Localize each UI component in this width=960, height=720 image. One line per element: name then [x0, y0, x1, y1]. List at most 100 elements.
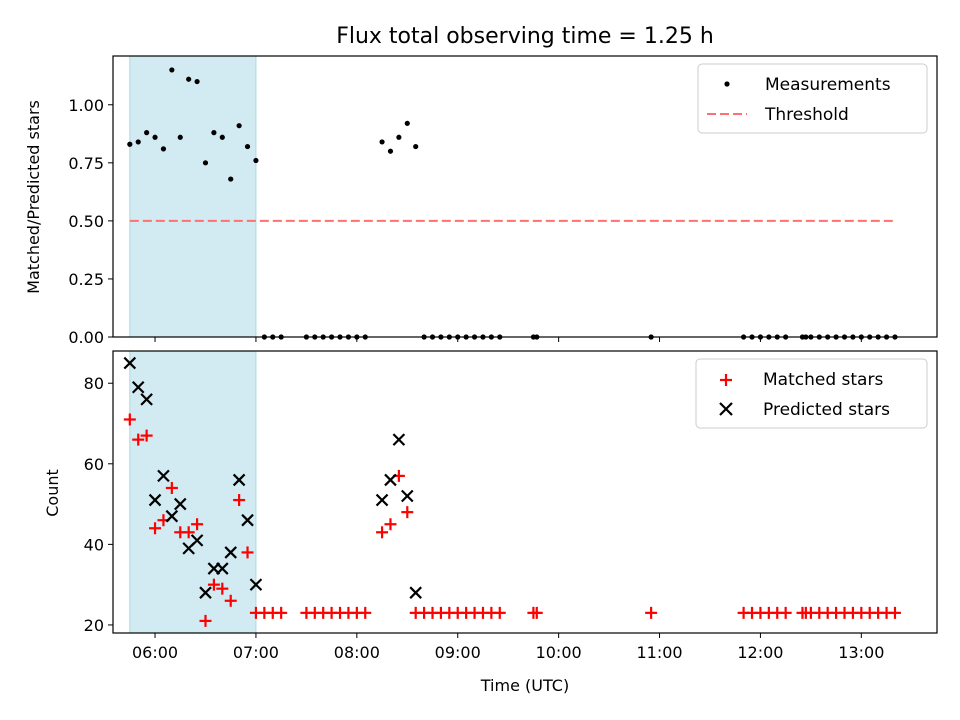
predicted-star-point — [384, 473, 397, 487]
bottom-legend: Matched stars Predicted stars — [695, 358, 928, 429]
x-axis-label: Time (UTC) — [480, 676, 569, 695]
x-tick-label: 12:00 — [737, 643, 783, 662]
predicted-star-point — [232, 473, 246, 487]
bottom-plot-frame — [112, 350, 938, 634]
y-tick-label: 0.00 — [68, 328, 104, 347]
x-tick-label: 10:00 — [536, 643, 582, 662]
y-tick-label: 0.50 — [68, 212, 104, 231]
matched-star-point — [182, 526, 195, 539]
bottom-shaded-span — [129, 350, 257, 634]
y-tick-label: 0.75 — [68, 154, 104, 173]
measurement-point — [387, 148, 394, 154]
matched-star-point — [216, 582, 229, 595]
matched-star-point — [233, 494, 246, 507]
measurement-point — [144, 130, 150, 136]
predicted-star-point — [249, 578, 263, 591]
x-tick-label: 09:00 — [435, 643, 481, 662]
matched-star-point — [241, 546, 254, 559]
top-shaded-span — [129, 55, 257, 338]
measurement-point — [236, 123, 242, 129]
predicted-star-point — [157, 469, 170, 483]
legend-label-predicted: Predicted stars — [763, 400, 890, 420]
matched-star-point — [275, 606, 288, 619]
matched-star-points — [123, 413, 901, 627]
legend-dot-icon — [724, 81, 730, 87]
measurement-point — [211, 130, 217, 136]
matched-star-point — [493, 606, 506, 619]
x-tick-label: 07:00 — [233, 643, 279, 662]
matched-star-point — [149, 522, 162, 535]
measurement-point — [219, 134, 225, 140]
measurement-point — [413, 143, 419, 150]
y-tick-label: 40 — [84, 535, 104, 554]
predicted-star-point — [199, 586, 212, 599]
predicted-star-point — [165, 509, 179, 523]
predicted-star-points — [123, 356, 422, 599]
predicted-star-point — [190, 534, 204, 547]
top-legend-frame — [697, 63, 928, 134]
top-y-axis-label: Matched/Predicted stars — [24, 100, 43, 294]
legend-x-icon — [719, 402, 733, 416]
legend-label-matched: Matched stars — [763, 370, 883, 390]
matched-star-point — [199, 614, 212, 627]
top-x-axis-ticks — [154, 337, 862, 342]
measurement-point — [244, 143, 251, 150]
legend-plus-icon — [720, 374, 732, 386]
matched-star-point — [123, 413, 136, 426]
matched-star-point — [645, 606, 658, 619]
measurement-point — [169, 67, 175, 73]
matched-star-point — [140, 429, 153, 442]
matched-star-point — [384, 518, 397, 531]
matched-star-point — [376, 526, 389, 539]
matched-star-point — [207, 578, 220, 591]
top-plot-frame — [112, 55, 938, 338]
measurement-point — [253, 157, 259, 164]
x-tick-label: 08:00 — [334, 643, 380, 662]
predicted-star-point — [131, 380, 145, 394]
y-tick-label: 20 — [84, 616, 104, 635]
matched-star-point — [888, 606, 901, 619]
measurement-point — [186, 76, 192, 82]
predicted-star-point — [173, 497, 187, 511]
y-tick-label: 60 — [84, 455, 104, 474]
predicted-star-point — [375, 493, 389, 507]
x-tick-label: 13:00 — [838, 643, 884, 662]
predicted-star-point — [140, 393, 153, 406]
matched-star-point — [191, 518, 204, 531]
matched-star-point — [132, 433, 145, 446]
matched-star-point — [224, 594, 237, 607]
measurement-point — [202, 160, 209, 166]
predicted-star-point — [241, 513, 254, 527]
measurement-point — [177, 134, 183, 140]
matched-star-point — [779, 606, 792, 619]
top-y-axis: 0.00 0.25 0.50 0.75 1.00 — [68, 96, 113, 347]
measurement-point — [135, 139, 141, 145]
measurement-point — [152, 134, 158, 140]
bottom-y-axis: 20 40 60 80 — [84, 374, 113, 635]
chart-title: Flux total observing time = 1.25 h — [336, 24, 714, 49]
y-tick-label: 80 — [84, 374, 104, 393]
top-legend: Measurements Threshold — [697, 63, 928, 134]
predicted-star-point — [392, 433, 406, 446]
predicted-star-point — [224, 546, 237, 559]
predicted-star-point — [216, 562, 229, 575]
bottom-y-axis-label: Count — [43, 469, 62, 517]
x-tick-label: 11:00 — [636, 643, 682, 662]
matched-star-point — [530, 606, 543, 619]
bottom-x-axis: 06:00 07:00 08:00 09:00 10:00 11:00 12:00 13:00 — [132, 633, 884, 662]
matched-star-point — [359, 606, 372, 619]
measurement-point — [194, 78, 200, 85]
measurement-point — [127, 141, 133, 147]
bottom-legend-frame — [695, 358, 928, 429]
measurement-point — [379, 139, 385, 145]
predicted-star-point — [123, 356, 137, 370]
matched-star-point — [401, 506, 414, 519]
predicted-star-point — [148, 493, 162, 507]
predicted-star-point — [409, 586, 422, 599]
measurement-point — [396, 134, 402, 140]
top-panel: 0.00 0.25 0.50 0.75 1.00 Matched/Predicted s… — [24, 55, 938, 347]
measurement-point — [404, 120, 410, 126]
matched-star-point — [165, 481, 178, 494]
legend-label-threshold: Threshold — [764, 105, 849, 125]
